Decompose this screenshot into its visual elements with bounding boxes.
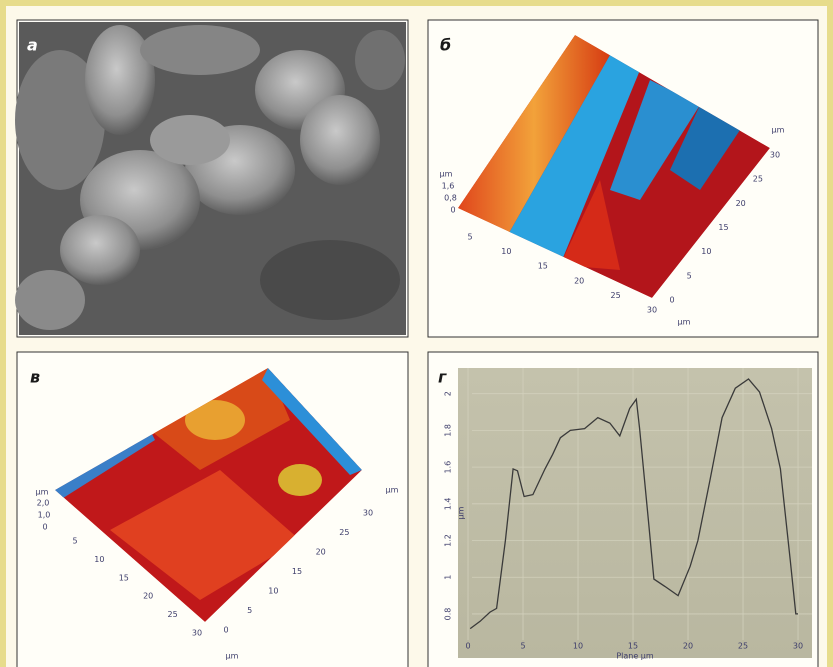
x-tick-label: 30 [192,629,202,638]
x-tick-label: 10 [501,247,511,256]
x-tick-label: 15 [119,573,129,582]
z-tick-label: 1,6 [442,182,455,191]
y-tick-label: 15 [292,567,302,576]
y-tick-label: 10 [701,247,711,256]
y-unit: µm [772,126,785,135]
y-tick-label: 1.4 [444,497,453,510]
y-tick-label: 5 [687,271,692,280]
figure: а б µm1,60,8051015202530µm051015202530µm… [0,0,833,667]
x-unit: µm [678,318,691,327]
y-axis-label: µm [457,506,466,519]
panel-label: б [440,36,451,55]
x-tick-label: 10 [573,642,583,651]
y-tick-label: 30 [770,151,780,160]
y-tick-label: 30 [363,509,373,518]
y-tick-label: 0.8 [444,608,453,621]
x-unit: µm [226,652,239,661]
y-tick-label: 0 [669,296,674,305]
x-tick-label: 30 [793,642,803,651]
z-unit: µm [440,170,453,179]
z-tick-label: 0 [450,206,455,215]
x-tick-label: 15 [538,262,548,271]
x-tick-label: 15 [628,642,638,651]
y-tick-label: 1.6 [444,461,453,474]
x-tick-label: 25 [611,291,621,300]
y-tick-label: 5 [247,606,252,615]
y-tick-label: 1.2 [444,534,453,547]
x-tick-label: 20 [143,592,153,601]
y-tick-label: 1 [444,575,453,580]
x-tick-label: 25 [738,642,748,651]
y-tick-label: 1.8 [444,424,453,437]
x-tick-label: 20 [683,642,693,651]
y-tick-label: 25 [753,175,763,184]
z-tick-label: 0 [42,523,47,532]
x-tick-label: 0 [465,642,470,651]
panel-label: а [27,36,38,55]
x-tick-label: 20 [574,276,584,285]
sem-image [15,22,406,335]
y-tick-label: 25 [339,528,349,537]
x-tick-label: 5 [467,233,472,242]
panel-label: г [438,368,447,387]
y-tick-label: 15 [718,223,728,232]
x-tick-label: 25 [168,610,178,619]
x-tick-label: 5 [520,642,525,651]
z-unit: µm [36,488,49,497]
z-tick-label: 1,0 [38,511,51,520]
plot-area [458,368,812,658]
y-tick-label: 20 [316,548,326,557]
y-tick-label: 20 [736,199,746,208]
y-tick-label: 0 [223,626,228,635]
x-tick-label: 30 [647,306,657,315]
x-axis-label: Plane µm [616,652,654,661]
x-tick-label: 5 [72,537,77,546]
panel-label: в [30,368,40,387]
z-tick-label: 0,8 [444,194,457,203]
y-unit: µm [386,486,399,495]
z-tick-label: 2,0 [37,499,50,508]
x-tick-label: 10 [94,555,104,564]
y-tick-label: 10 [268,587,278,596]
y-tick-label: 2 [444,391,453,396]
